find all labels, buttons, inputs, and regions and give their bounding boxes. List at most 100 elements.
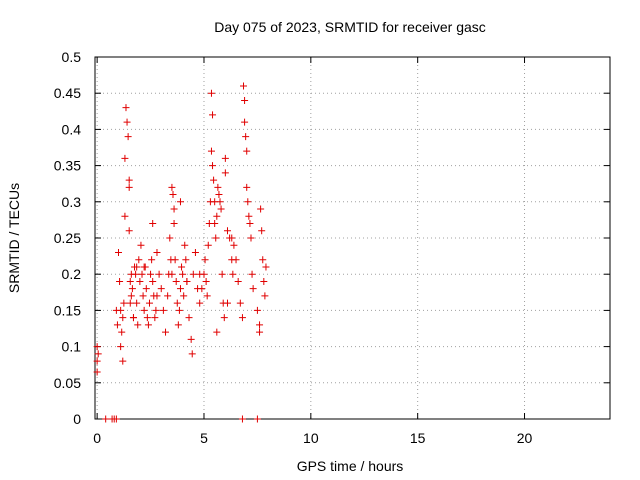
data-point [173,299,181,307]
y-tick-label: 0.35 [54,158,81,174]
points-layer [93,82,270,423]
data-point [211,220,219,228]
data-point [213,328,221,336]
data-point [198,285,206,293]
data-point [137,241,145,249]
data-point [126,277,134,285]
y-tick-label: 0.05 [54,375,81,391]
data-point [178,263,186,271]
data-point [221,169,229,177]
data-point [244,198,252,206]
y-tick-label: 0.3 [62,194,82,210]
data-point [142,285,150,293]
data-point [218,270,226,278]
data-point [258,227,266,235]
data-point [232,256,240,264]
data-point [179,270,187,278]
data-point [93,368,101,376]
data-point [181,241,189,249]
chart-title: Day 075 of 2023, SRMTID for receiver gas… [214,19,486,35]
y-tick-label: 0.25 [54,230,81,246]
data-point [196,270,204,278]
data-point [123,118,131,126]
data-point [136,277,144,285]
data-point [166,234,174,242]
data-point [117,306,125,314]
data-point [172,277,180,285]
data-point [153,248,161,256]
data-point [132,270,140,278]
data-point [259,256,267,264]
data-point [209,162,217,170]
data-point [140,263,148,271]
data-point [261,292,269,300]
data-point [144,321,152,329]
x-tick-label: 15 [410,430,426,446]
y-tick-label: 0.4 [62,121,82,137]
data-point [221,154,229,162]
data-point [209,111,217,119]
data-point [249,285,257,293]
y-tick-label: 0 [73,411,81,427]
data-point [241,118,249,126]
data-point [182,256,190,264]
data-point [217,205,225,213]
data-point [185,314,193,322]
x-tick-label: 5 [200,430,208,446]
data-point [228,234,236,242]
data-point [238,415,246,423]
data-point [143,314,151,322]
data-point [133,299,141,307]
data-point [170,205,178,213]
data-point [120,299,128,307]
data-point [121,212,129,220]
data-point [174,321,182,329]
data-point [214,183,222,191]
data-point [262,263,270,271]
data-point [122,104,130,112]
data-point [241,96,249,104]
data-point [238,314,246,322]
data-point [223,299,231,307]
data-point [207,89,215,97]
data-point [201,256,209,264]
data-point [152,306,160,314]
data-point [216,198,224,206]
y-tick-label: 0.1 [62,339,82,355]
data-point [246,220,254,228]
data-point [118,328,126,336]
data-point [220,314,228,322]
data-point [134,321,142,329]
tick-layer: 0 0.05 0.1 0.15 0.2 0.25 0.3 0.35 0.4 0.45 0.5 0 5 10… [54,49,610,446]
data-point [135,256,143,264]
data-point [121,154,129,162]
data-point [248,270,256,278]
data-point [204,241,212,249]
data-point [162,328,170,336]
data-point [242,133,250,141]
y-tick-label: 0.15 [54,302,81,318]
data-point [115,248,123,256]
data-point [243,183,251,191]
data-point [138,270,146,278]
data-point [153,292,161,300]
data-point [207,147,215,155]
data-point [148,256,156,264]
data-point [112,415,120,423]
data-point [157,285,165,293]
x-axis-label: GPS time / hours [297,458,404,474]
data-point [189,270,197,278]
data-point [119,314,127,322]
data-point [147,270,155,278]
data-point [187,335,195,343]
data-point [180,292,188,300]
data-point [145,299,153,307]
data-point [93,343,101,351]
data-point [188,350,196,358]
y-tick-label: 0.2 [62,266,82,282]
data-point [253,306,261,314]
y-tick-label: 0.45 [54,85,81,101]
data-point [113,321,121,329]
data-point [159,306,167,314]
